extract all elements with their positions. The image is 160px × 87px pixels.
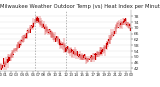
Bar: [54, 39, 55, 40]
Bar: [94, 54, 95, 55]
Bar: [77, 51, 78, 56]
Bar: [56, 36, 57, 38]
Text: Milwaukee Weather Outdoor Temp (vs) Heat Index per Minute (Last 24 Hours): Milwaukee Weather Outdoor Temp (vs) Heat…: [0, 4, 160, 9]
Bar: [84, 54, 85, 56]
Bar: [65, 48, 66, 52]
Bar: [111, 29, 112, 37]
Bar: [55, 38, 56, 42]
Bar: [106, 43, 107, 49]
Bar: [4, 65, 5, 67]
Bar: [19, 44, 20, 48]
Bar: [89, 59, 90, 60]
Bar: [49, 29, 50, 30]
Bar: [26, 33, 27, 38]
Bar: [25, 37, 26, 38]
Bar: [21, 40, 22, 41]
Bar: [83, 55, 84, 58]
Bar: [20, 44, 21, 45]
Bar: [108, 39, 109, 41]
Bar: [60, 43, 61, 45]
Bar: [123, 21, 124, 23]
Bar: [13, 54, 14, 55]
Bar: [82, 53, 83, 57]
Bar: [30, 29, 31, 33]
Bar: [101, 50, 102, 54]
Bar: [95, 53, 96, 60]
Bar: [48, 32, 49, 33]
Bar: [85, 58, 86, 59]
Bar: [3, 58, 4, 64]
Bar: [120, 23, 121, 25]
Bar: [102, 49, 103, 52]
Bar: [61, 44, 62, 45]
Bar: [73, 51, 74, 54]
Bar: [38, 18, 39, 22]
Bar: [68, 47, 69, 51]
Bar: [125, 18, 126, 21]
Bar: [113, 35, 114, 36]
Bar: [66, 48, 67, 52]
Bar: [33, 23, 34, 27]
Bar: [72, 50, 73, 51]
Bar: [96, 54, 97, 55]
Bar: [124, 19, 125, 22]
Bar: [2, 65, 3, 68]
Bar: [47, 28, 48, 31]
Bar: [130, 28, 131, 31]
Bar: [44, 27, 45, 29]
Bar: [114, 31, 115, 34]
Bar: [37, 17, 38, 21]
Bar: [97, 55, 98, 56]
Bar: [107, 42, 108, 45]
Bar: [78, 56, 79, 57]
Bar: [9, 57, 10, 61]
Bar: [71, 49, 72, 52]
Bar: [118, 27, 119, 28]
Bar: [67, 46, 68, 49]
Bar: [59, 39, 60, 45]
Bar: [32, 26, 33, 28]
Bar: [43, 24, 44, 27]
Bar: [50, 31, 51, 32]
Bar: [16, 51, 17, 52]
Bar: [80, 55, 81, 57]
Bar: [129, 24, 130, 26]
Bar: [90, 57, 91, 58]
Bar: [7, 59, 8, 63]
Bar: [8, 57, 9, 62]
